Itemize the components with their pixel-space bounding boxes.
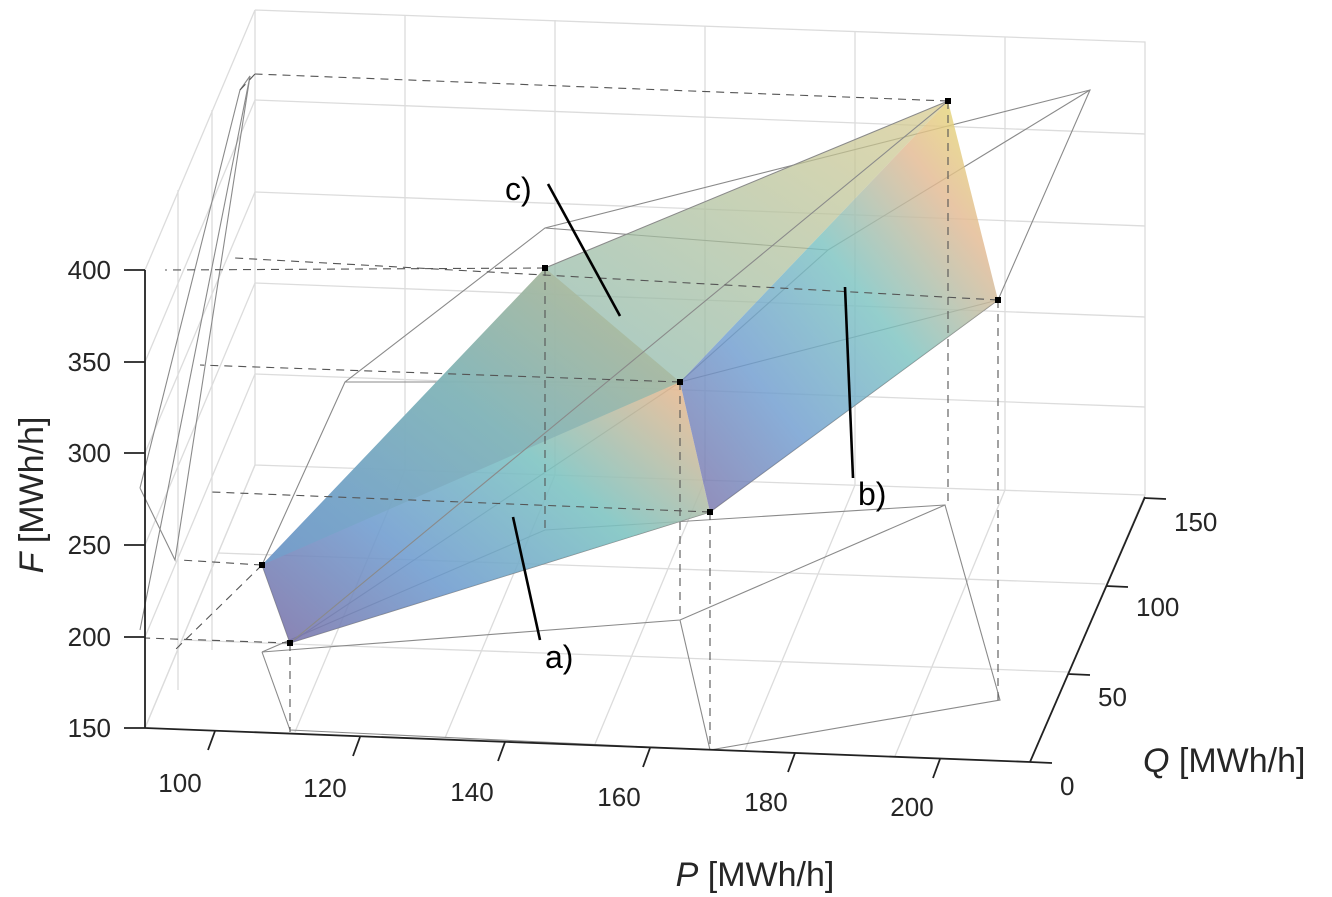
p-axis-var: P: [676, 856, 699, 894]
p-tick-label: 160: [597, 782, 640, 812]
q-axis-title: Q [MWh/h]: [1143, 742, 1305, 780]
f-axis-ticks: 400 350 300 250 200 150: [68, 255, 145, 743]
q-axis-var: Q: [1143, 742, 1169, 780]
vertex-marker: [287, 640, 293, 646]
axes: [144, 270, 1146, 763]
f-tick-label: 150: [68, 713, 111, 743]
p-tick-label: 200: [890, 792, 933, 822]
left-wall-grid: [144, 9, 256, 729]
p-tick-label: 180: [744, 787, 787, 817]
annotation-b-label: b): [858, 476, 886, 512]
q-axis-line: [1029, 496, 1146, 763]
vertex-marker: [707, 509, 713, 515]
p-axis-line: [144, 727, 1031, 763]
vertex-marker: [259, 562, 265, 568]
vertex-marker: [945, 98, 951, 104]
p-axis-title: P [MWh/h]: [676, 856, 835, 894]
annotation-a-leader: [511, 516, 542, 641]
q-axis-unit: [MWh/h]: [1169, 742, 1305, 780]
vertex-marker: [995, 297, 1001, 303]
surface-face-right: [680, 101, 998, 512]
q-tick-label: 0: [1060, 771, 1074, 801]
vertex-marker: [677, 379, 683, 385]
q-tick-label: 50: [1098, 682, 1127, 712]
drop-lines: [144, 73, 999, 750]
surface-face-top: [262, 101, 948, 565]
p-axis-unit: [MWh/h]: [698, 856, 834, 894]
f-tick-label: 250: [68, 530, 111, 560]
annotation-c-leader: [546, 183, 622, 317]
q-axis-ticks: 0 50 100 150: [1029, 497, 1217, 801]
annotation-c-label: c): [505, 171, 532, 207]
f-tick-label: 200: [68, 622, 111, 652]
annotation-b-leader: [843, 286, 855, 479]
f-axis-title: F [MWh/h]: [13, 417, 51, 574]
p-axis-ticks: 100 120 140 160 180 200: [158, 730, 941, 822]
q-tick-label: 150: [1174, 507, 1217, 537]
f-tick-label: 350: [68, 347, 111, 377]
surface: [262, 100, 998, 644]
f-axis-unit: [MWh/h]: [13, 417, 51, 553]
vertex-marker: [542, 265, 548, 271]
f-tick-label: 400: [68, 255, 111, 285]
p-tick-label: 120: [303, 773, 346, 803]
vertex-markers: [259, 98, 1001, 646]
f-axis-var: F: [13, 550, 51, 573]
annotations: a) b) c): [505, 171, 886, 675]
p-tick-label: 100: [158, 768, 201, 798]
p-tick-label: 140: [450, 777, 493, 807]
annotation-a-label: a): [545, 639, 573, 675]
f-tick-label: 300: [68, 438, 111, 468]
q-tick-label: 100: [1136, 592, 1179, 622]
